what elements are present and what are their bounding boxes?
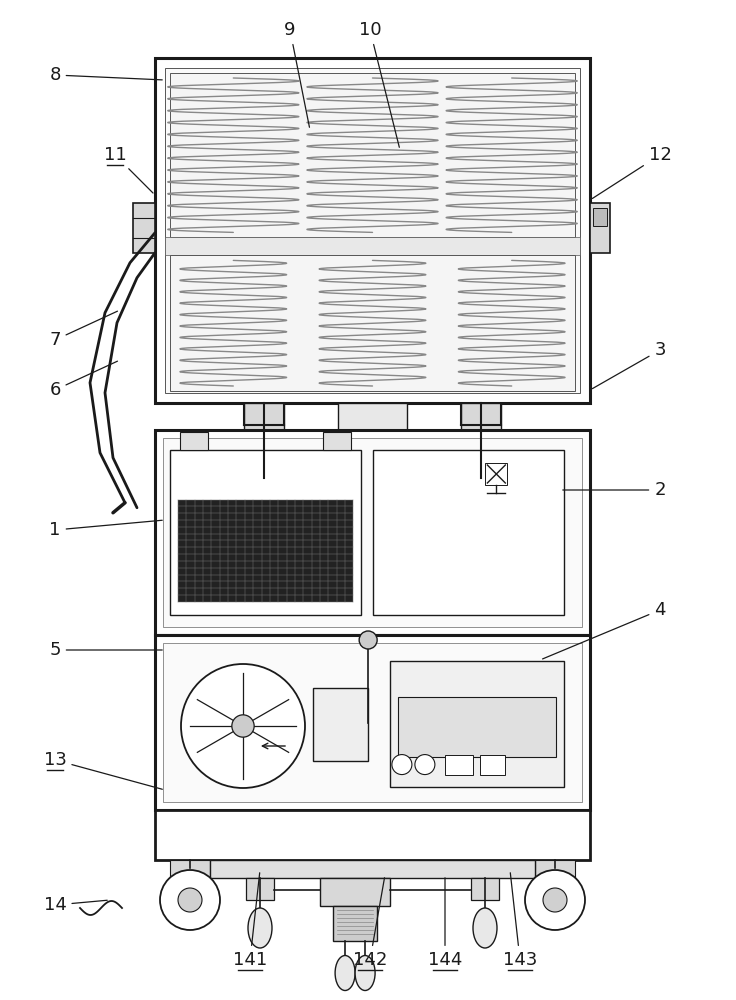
Bar — [155, 635, 590, 810]
Text: 12: 12 — [592, 146, 671, 198]
Circle shape — [392, 755, 412, 775]
Bar — [170, 73, 575, 237]
Bar — [390, 661, 564, 787]
Text: 3: 3 — [592, 341, 666, 389]
Bar — [180, 432, 208, 450]
Bar — [398, 697, 556, 757]
Circle shape — [181, 664, 305, 788]
Text: 144: 144 — [428, 878, 462, 969]
Bar — [338, 403, 407, 448]
Text: 143: 143 — [503, 873, 537, 969]
Bar — [170, 450, 361, 615]
Circle shape — [415, 755, 435, 775]
Circle shape — [232, 715, 254, 737]
Bar — [372, 450, 564, 615]
Bar — [593, 208, 607, 226]
Bar — [170, 860, 210, 878]
Text: 8: 8 — [49, 66, 162, 84]
Circle shape — [359, 631, 377, 649]
Text: 142: 142 — [353, 878, 387, 969]
Text: 5: 5 — [49, 641, 162, 659]
Bar — [163, 438, 582, 627]
Bar — [471, 878, 499, 900]
Bar — [461, 403, 501, 431]
Text: 4: 4 — [542, 601, 666, 659]
Text: 10: 10 — [358, 21, 400, 147]
Ellipse shape — [335, 956, 355, 990]
Bar — [170, 255, 575, 391]
Text: 2: 2 — [563, 481, 666, 499]
Bar — [252, 431, 276, 461]
Bar — [155, 810, 590, 860]
Ellipse shape — [473, 908, 497, 948]
Bar — [470, 431, 493, 461]
Circle shape — [543, 888, 567, 912]
Circle shape — [525, 870, 585, 930]
Text: 9: 9 — [284, 21, 309, 127]
Text: 7: 7 — [49, 311, 118, 349]
Text: 14: 14 — [43, 896, 107, 914]
Bar — [445, 755, 473, 775]
Bar — [323, 432, 351, 450]
Bar — [165, 68, 580, 393]
Bar — [333, 906, 377, 941]
Bar — [210, 860, 535, 878]
Bar — [155, 58, 590, 403]
Bar — [313, 688, 368, 761]
Text: 6: 6 — [49, 361, 118, 399]
Text: 1: 1 — [49, 520, 162, 539]
Bar — [244, 403, 284, 431]
Ellipse shape — [355, 956, 375, 990]
Bar — [155, 430, 590, 635]
Circle shape — [178, 888, 202, 912]
Bar — [165, 237, 580, 255]
Circle shape — [160, 870, 220, 930]
Bar — [590, 203, 610, 253]
Bar — [163, 643, 582, 802]
Bar — [178, 499, 353, 602]
Bar — [133, 203, 155, 253]
Text: 13: 13 — [43, 751, 163, 789]
Text: 11: 11 — [104, 146, 153, 193]
Bar — [485, 463, 507, 485]
Ellipse shape — [248, 908, 272, 948]
Bar — [246, 878, 274, 900]
Text: 141: 141 — [233, 873, 267, 969]
Bar — [535, 860, 575, 878]
Bar — [320, 878, 390, 906]
Bar — [480, 755, 505, 775]
